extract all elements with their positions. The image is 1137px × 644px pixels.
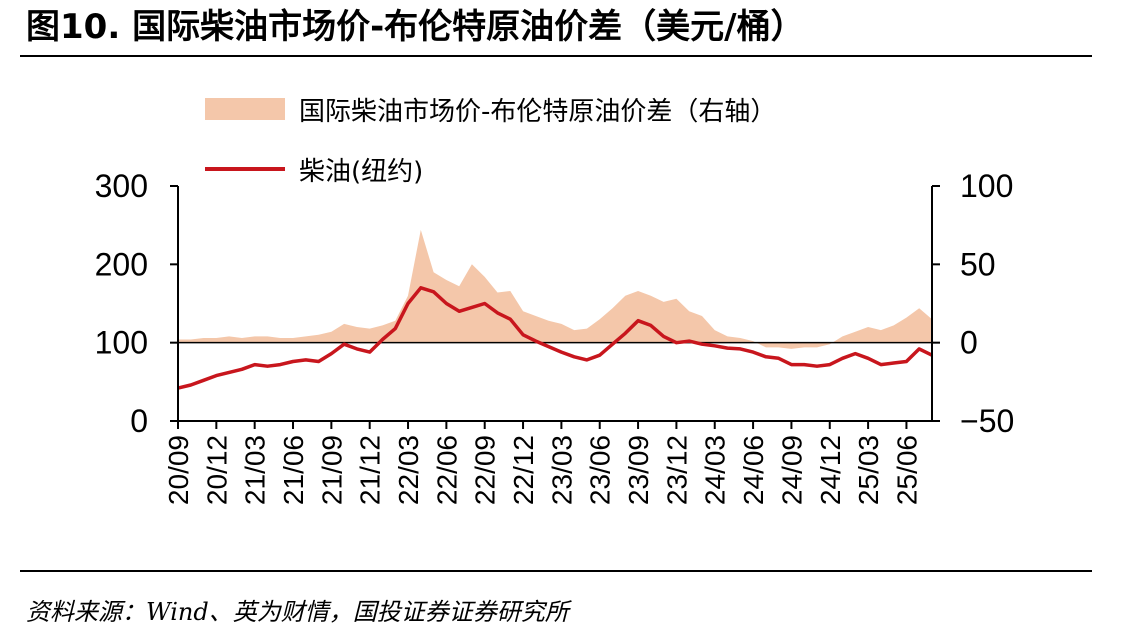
x-tick-label: 23/12 <box>661 435 692 505</box>
source-rule <box>20 570 1092 572</box>
x-tick-label: 24/03 <box>700 435 731 505</box>
x-tick-label: 23/03 <box>546 435 577 505</box>
diesel-line-layer <box>177 286 933 390</box>
y-right-tick-label: 50 <box>960 246 996 282</box>
x-tick-label: 22/12 <box>508 435 539 505</box>
x-tick-label: 20/12 <box>201 435 232 505</box>
x-tick-label: 21/12 <box>355 435 386 505</box>
diesel-line <box>177 286 933 390</box>
x-tick-label: 24/09 <box>776 435 807 505</box>
y-right-tick-label: 100 <box>960 168 1013 204</box>
x-tick-label: 24/12 <box>815 435 846 505</box>
x-tick-label: 23/06 <box>585 435 616 505</box>
x-tick-label: 25/06 <box>891 435 922 505</box>
x-tick-label: 21/03 <box>240 435 271 505</box>
legend-swatch-spread <box>205 98 285 120</box>
spread-area <box>178 229 932 349</box>
x-tick-label: 24/06 <box>738 435 769 505</box>
y-right-tick-label: −50 <box>960 403 1014 439</box>
legend-label-diesel: 柴油(纽约) <box>299 156 424 187</box>
figure-title: 图10. 国际柴油市场价-布伦特原油价差（美元/桶） <box>26 7 805 47</box>
x-tick-label: 20/09 <box>163 435 194 505</box>
y-left-tick-label: 200 <box>95 246 148 282</box>
x-tick-label: 21/09 <box>316 435 347 505</box>
spread-area-layer <box>178 229 932 349</box>
y-left-tick-label: 100 <box>95 325 148 361</box>
legend-label-spread: 国际柴油市场价-布伦特原油价差（右轴） <box>299 96 777 127</box>
x-tick-label: 22/06 <box>431 435 462 505</box>
x-tick-label: 22/09 <box>470 435 501 505</box>
legend-swatch-diesel <box>205 167 285 171</box>
axes-layer <box>170 185 940 429</box>
legend-item-diesel: 柴油(纽约) <box>205 152 424 187</box>
x-tick-label: 22/03 <box>393 435 424 505</box>
x-tick-label: 25/03 <box>853 435 884 505</box>
y-left-tick-label: 300 <box>95 168 148 204</box>
y-left-tick-label: 0 <box>130 403 148 439</box>
y-right-tick-label: 0 <box>960 325 978 361</box>
source-note: 资料来源：Wind、英为财情，国投证券证券研究所 <box>26 598 569 626</box>
legend: 国际柴油市场价-布伦特原油价差（右轴） 柴油(纽约) <box>205 92 925 192</box>
x-tick-label: 23/09 <box>623 435 654 505</box>
legend-item-spread: 国际柴油市场价-布伦特原油价差（右轴） <box>205 92 777 127</box>
title-rule <box>20 55 1092 57</box>
x-tick-label: 21/06 <box>278 435 309 505</box>
